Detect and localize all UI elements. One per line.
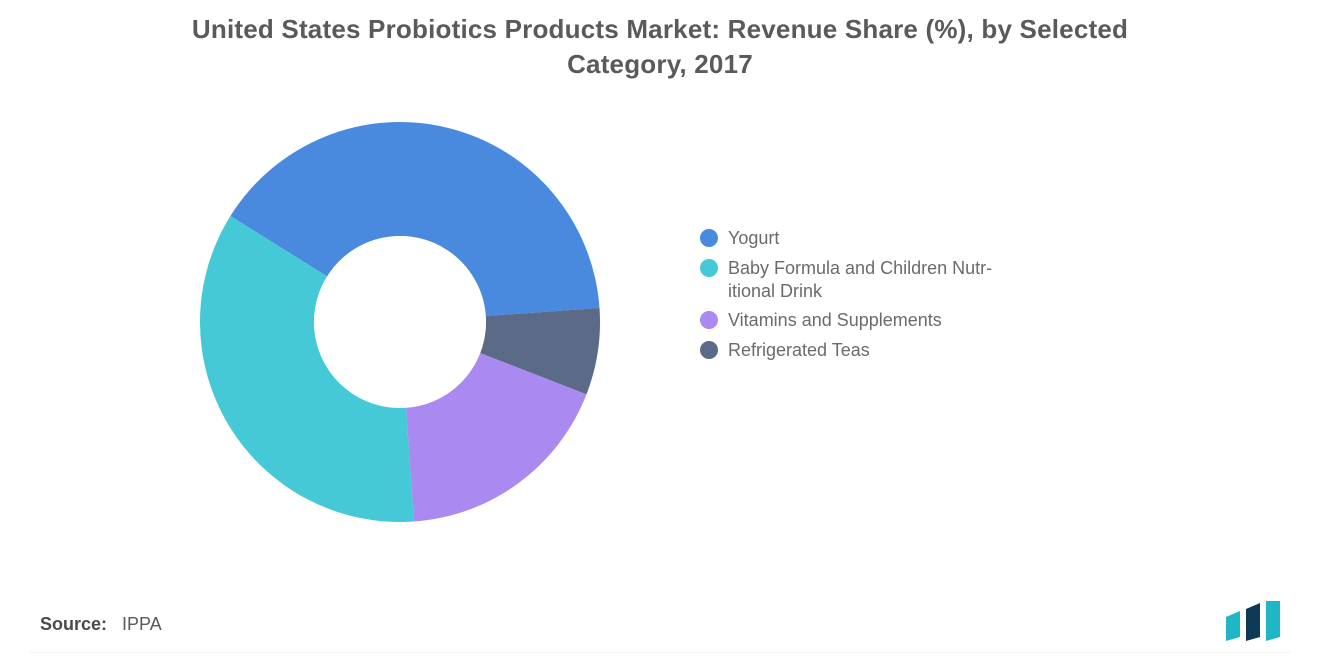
legend-label: Vitamins and Supplements bbox=[728, 309, 942, 332]
logo-bar bbox=[1226, 611, 1240, 641]
bottom-rule bbox=[30, 652, 1290, 653]
legend-swatch bbox=[700, 341, 718, 359]
source-row: Source: IPPA bbox=[40, 614, 162, 635]
donut-hole bbox=[314, 236, 486, 408]
legend-item: Yogurt bbox=[700, 227, 1140, 250]
legend: Yogurt Baby Formula and Children Nutr-iti… bbox=[700, 227, 1140, 368]
logo-bar bbox=[1266, 601, 1280, 641]
logo-bar bbox=[1246, 603, 1260, 641]
donut-svg bbox=[180, 102, 620, 542]
brand-logo-svg bbox=[1222, 601, 1288, 643]
legend-item: Baby Formula and Children Nutr-itional D… bbox=[700, 257, 1140, 304]
chart-title-line1: United States Probiotics Products Market… bbox=[192, 14, 1128, 44]
legend-item: Refrigerated Teas bbox=[700, 339, 1140, 362]
source-label: Source: bbox=[40, 614, 107, 634]
legend-label: Refrigerated Teas bbox=[728, 339, 870, 362]
donut-chart bbox=[180, 102, 620, 542]
brand-logo bbox=[1222, 601, 1288, 643]
chart-title-line2: Category, 2017 bbox=[567, 49, 753, 79]
legend-swatch bbox=[700, 259, 718, 277]
legend-swatch bbox=[700, 229, 718, 247]
legend-label: Yogurt bbox=[728, 227, 779, 250]
legend-swatch bbox=[700, 311, 718, 329]
chart-title: United States Probiotics Products Market… bbox=[110, 12, 1210, 82]
chart-area: Yogurt Baby Formula and Children Nutr-iti… bbox=[40, 92, 1280, 572]
legend-item: Vitamins and Supplements bbox=[700, 309, 1140, 332]
source-value: IPPA bbox=[122, 614, 162, 634]
chart-container: United States Probiotics Products Market… bbox=[0, 0, 1320, 665]
legend-label: Baby Formula and Children Nutr-itional D… bbox=[728, 257, 992, 304]
